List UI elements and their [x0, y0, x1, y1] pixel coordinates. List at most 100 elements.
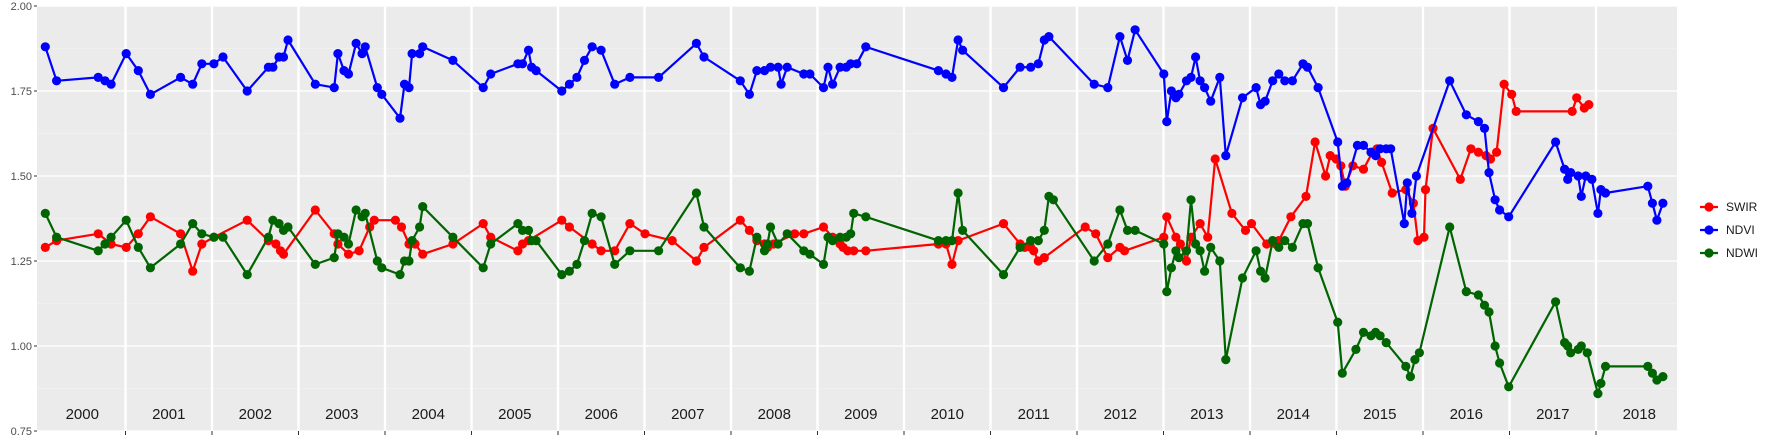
data-point [1484, 168, 1494, 178]
data-point [106, 232, 116, 242]
data-point [557, 215, 567, 225]
data-point [310, 205, 320, 215]
data-point [283, 222, 293, 232]
data-point [849, 246, 859, 256]
series-ndwi [40, 188, 1668, 399]
data-point [1237, 93, 1248, 103]
data-point [947, 236, 957, 246]
data-point [1333, 317, 1343, 327]
data-point [531, 66, 541, 76]
data-point [818, 259, 829, 269]
data-point [1551, 137, 1561, 147]
year-label: 2005 [498, 406, 531, 423]
data-point [744, 89, 755, 99]
data-point [1200, 266, 1210, 276]
data-point [1274, 242, 1284, 252]
data-point [486, 69, 496, 79]
y-tick-label: 1.00 [11, 341, 32, 353]
data-point [557, 270, 567, 280]
data-point [1652, 215, 1662, 225]
data-point [1280, 76, 1290, 86]
data-point [1033, 59, 1043, 69]
data-point [93, 72, 103, 82]
data-point [1091, 229, 1101, 239]
data-point [1643, 361, 1653, 371]
data-point [278, 52, 289, 62]
data-point [1473, 147, 1483, 157]
legend-label: NDVI [1726, 223, 1755, 237]
data-point [1593, 389, 1603, 399]
data-point [1029, 246, 1039, 256]
data-point [372, 83, 382, 93]
data-point [1587, 174, 1597, 184]
data-point [1221, 355, 1231, 365]
data-point [1445, 222, 1455, 232]
data-point [395, 113, 405, 123]
data-point [1386, 144, 1396, 154]
data-point [564, 266, 575, 276]
data-point [343, 69, 354, 79]
data-point [1206, 242, 1216, 252]
data-point [699, 52, 709, 62]
data-point [1358, 327, 1369, 337]
data-point [517, 59, 528, 69]
year-label: 2011 [1018, 406, 1050, 423]
data-point [933, 236, 944, 246]
data-point [654, 72, 664, 82]
data-point [339, 232, 349, 242]
data-point [523, 45, 534, 55]
data-point [329, 253, 339, 263]
data-point [1301, 191, 1311, 201]
data-point [209, 59, 219, 69]
data-point [1015, 62, 1025, 72]
data-point [587, 42, 597, 52]
data-point [752, 66, 762, 76]
data-point [1191, 239, 1201, 249]
data-point [263, 232, 273, 242]
data-point [404, 83, 414, 93]
data-point [667, 236, 677, 246]
data-point [1310, 137, 1320, 147]
data-point [52, 76, 62, 86]
data-point [1551, 297, 1561, 307]
data-point [1600, 361, 1611, 371]
data-point [513, 246, 523, 256]
data-point [274, 219, 284, 229]
data-point [1504, 212, 1514, 222]
data-point [596, 45, 606, 55]
data-point [100, 239, 110, 249]
data-point [418, 42, 428, 52]
data-point [1015, 242, 1025, 252]
data-point [478, 263, 488, 273]
data-point [1490, 195, 1500, 205]
data-point [1026, 236, 1036, 246]
data-point [1410, 355, 1420, 365]
data-point [145, 212, 155, 222]
data-point [823, 62, 833, 72]
data-point [1162, 287, 1172, 297]
data-point [418, 249, 428, 259]
data-point [415, 222, 425, 232]
data-point [176, 72, 186, 82]
series-ndvi [40, 25, 1668, 229]
data-point [998, 270, 1009, 280]
data-point [1166, 263, 1176, 273]
data-point [242, 215, 252, 225]
data-point [1122, 225, 1133, 235]
data-point [333, 49, 343, 59]
data-point [947, 72, 957, 82]
data-point [1402, 178, 1412, 188]
data-point [1490, 341, 1500, 351]
data-point [953, 188, 963, 198]
year-label: 2002 [239, 406, 272, 423]
grid-lines [37, 5, 1677, 432]
data-point [377, 263, 387, 273]
year-label: 2000 [66, 406, 99, 423]
data-point [1287, 242, 1297, 252]
data-point [625, 246, 635, 256]
data-point [782, 62, 792, 72]
data-point [953, 35, 963, 45]
data-point [52, 232, 62, 242]
data-point [1162, 117, 1172, 127]
